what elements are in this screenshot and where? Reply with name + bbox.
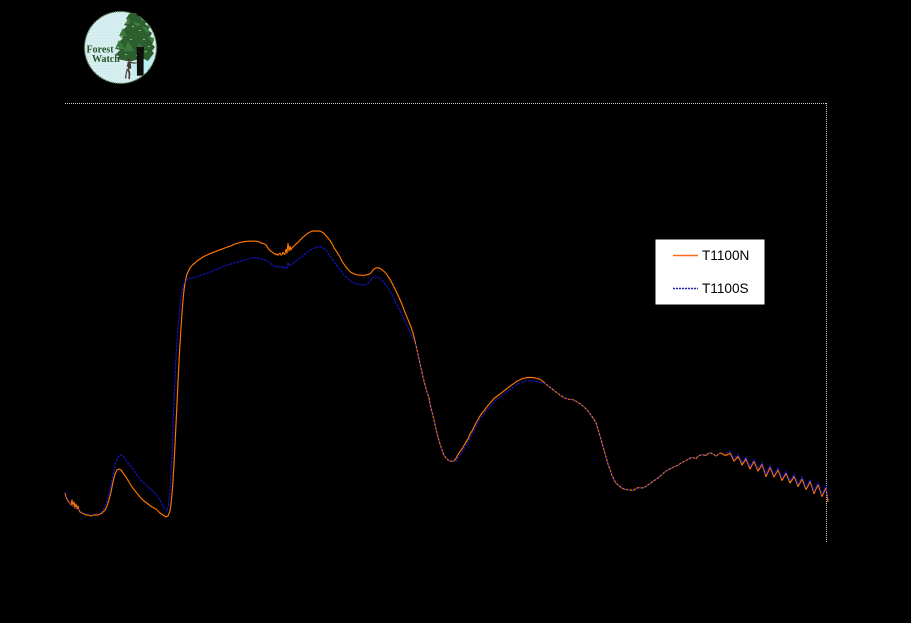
svg-text:Date and Time: Date and Time bbox=[399, 575, 488, 590]
svg-text:T1100N: T1100N bbox=[702, 248, 749, 263]
svg-text:Forest: Forest bbox=[87, 45, 115, 56]
svg-text:T1100S: T1100S bbox=[702, 281, 749, 296]
svg-text:Air Temperature at Towers T110: Air Temperature at Towers T1100N and T11… bbox=[310, 25, 597, 40]
svg-text:(July 2005): (July 2005) bbox=[429, 54, 496, 69]
svg-text:Temperature (C): Temperature (C) bbox=[18, 272, 33, 371]
svg-text:Watch: Watch bbox=[92, 54, 120, 65]
